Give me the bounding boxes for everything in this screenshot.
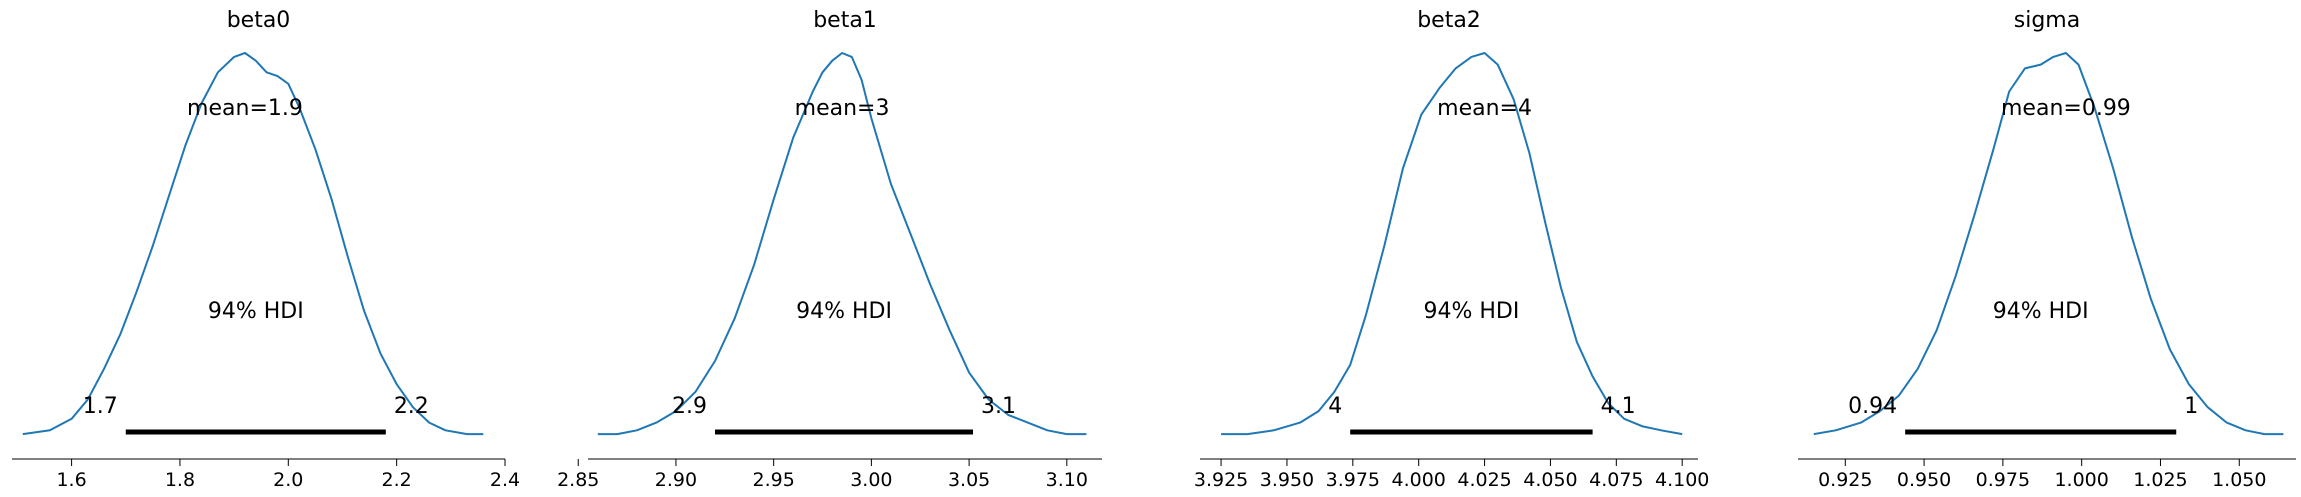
x-tick-label: 3.00 [850,469,892,491]
x-tick-label: 4.025 [1457,469,1511,491]
x-tick-label: 2.4 [490,469,520,491]
x-tick-label: 4.100 [1655,469,1709,491]
hdi-label: 94% HDI [1993,299,2089,324]
x-tick-label: 3.05 [948,469,990,491]
kde-line [1813,52,2284,436]
hdi-label: 94% HDI [1423,299,1519,324]
x-tick-label: 3.10 [1046,469,1088,491]
x-tick-label: 0.950 [1897,469,1951,491]
x-tick-label: 0.975 [1976,469,2030,491]
x-tick-label: 2.2 [382,469,412,491]
panel-title: beta0 [227,8,291,33]
x-tick-label: 3.975 [1326,469,1380,491]
x-tick-label: 4.075 [1589,469,1643,491]
x-tick-label: 3.925 [1194,469,1248,491]
posterior-panel-beta1: beta1 mean=3 94% HDI 2.9 3.1 2.85 2.90 2.95 3.00… [557,8,1102,491]
x-tick-label: 2.0 [273,469,303,491]
posterior-panel-sigma: sigma mean=0.99 94% HDI 0.94 1 0.925 0.950 0.97… [1798,8,2296,491]
hdi-low-label: 1.7 [83,394,118,419]
hdi-label: 94% HDI [796,299,892,324]
mean-label: mean=1.9 [187,96,303,121]
posterior-panel-beta0: beta0 mean=1.9 94% HDI 1.7 2.2 1.6 1.8 2.0 2.2 2.… [12,8,520,491]
mean-label: mean=0.99 [2001,96,2131,121]
panel-title: beta1 [813,8,877,33]
kde-line [22,52,484,436]
x-tick-label: 4.000 [1391,469,1445,491]
panel-title: sigma [2014,8,2080,33]
hdi-low-label: 0.94 [1848,394,1897,419]
hdi-low-label: 2.9 [672,394,707,419]
x-tick-label: 1.6 [56,469,86,491]
x-tick-label: 1.8 [165,469,195,491]
x-tick-label: 3.950 [1260,469,1314,491]
x-tick-label: 1.000 [2054,469,2108,491]
kde-line [1221,52,1683,436]
kde-line [597,52,1087,436]
hdi-high-label: 2.2 [394,394,429,419]
x-tick-label: 1.050 [2212,469,2266,491]
x-tick-label: 0.925 [1818,469,1872,491]
hdi-high-label: 1 [2184,394,2198,419]
hdi-high-label: 3.1 [981,394,1016,419]
mean-label: mean=3 [795,96,890,121]
x-tick-label: 2.85 [557,469,599,491]
x-tick-label: 1.025 [2133,469,2187,491]
x-tick-label: 4.050 [1523,469,1577,491]
hdi-high-label: 4.1 [1601,394,1636,419]
mean-label: mean=4 [1437,96,1532,121]
panel-title: beta2 [1417,8,1481,33]
x-tick-label: 2.90 [655,469,697,491]
posterior-panel-beta2: beta2 mean=4 94% HDI 4 4.1 3.925 3.950 3.975 4.0… [1194,8,1710,491]
x-tick-label: 2.95 [753,469,795,491]
hdi-low-label: 4 [1328,394,1342,419]
hdi-label: 94% HDI [208,299,304,324]
